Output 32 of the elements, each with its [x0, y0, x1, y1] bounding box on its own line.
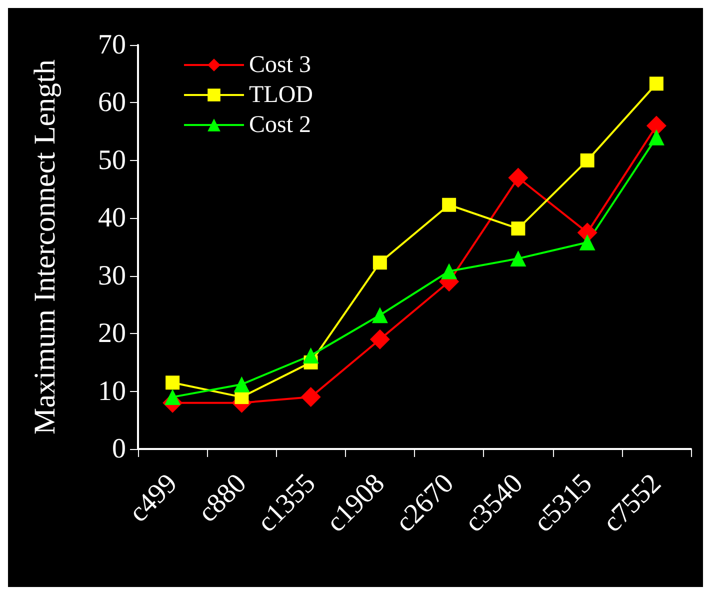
- y-tick-label: 30: [98, 260, 126, 292]
- point: [648, 129, 664, 146]
- point: [511, 222, 526, 236]
- y-axis-title: Maximum Interconnect Length: [28, 60, 62, 434]
- point: [372, 307, 388, 324]
- y-tick-label: 70: [98, 30, 126, 60]
- y-tick-label: 40: [98, 202, 126, 234]
- point: [372, 256, 387, 270]
- point: [510, 250, 526, 267]
- x-tick-label: c880: [192, 468, 253, 528]
- legend-label: Cost 3: [249, 52, 312, 78]
- legend-label: Cost 2: [249, 112, 312, 138]
- y-tick-label: 60: [98, 87, 126, 118]
- point: [300, 387, 321, 408]
- x-tick-label: c499: [123, 468, 184, 528]
- y-tick-label: 0: [112, 434, 126, 464]
- point: [370, 329, 390, 350]
- point: [579, 234, 596, 250]
- y-tick-label: 10: [98, 376, 126, 407]
- point: [234, 376, 250, 392]
- point: [508, 168, 528, 188]
- legend-label: TLOD: [249, 82, 313, 108]
- y-tick-label: 20: [98, 318, 126, 350]
- point: [442, 198, 456, 212]
- point: [646, 116, 666, 136]
- point: [166, 376, 180, 390]
- y-tick-label: 50: [98, 144, 126, 176]
- point: [580, 153, 594, 168]
- point: [164, 389, 181, 406]
- point: [441, 263, 458, 280]
- point: [649, 76, 664, 91]
- point: [302, 348, 319, 364]
